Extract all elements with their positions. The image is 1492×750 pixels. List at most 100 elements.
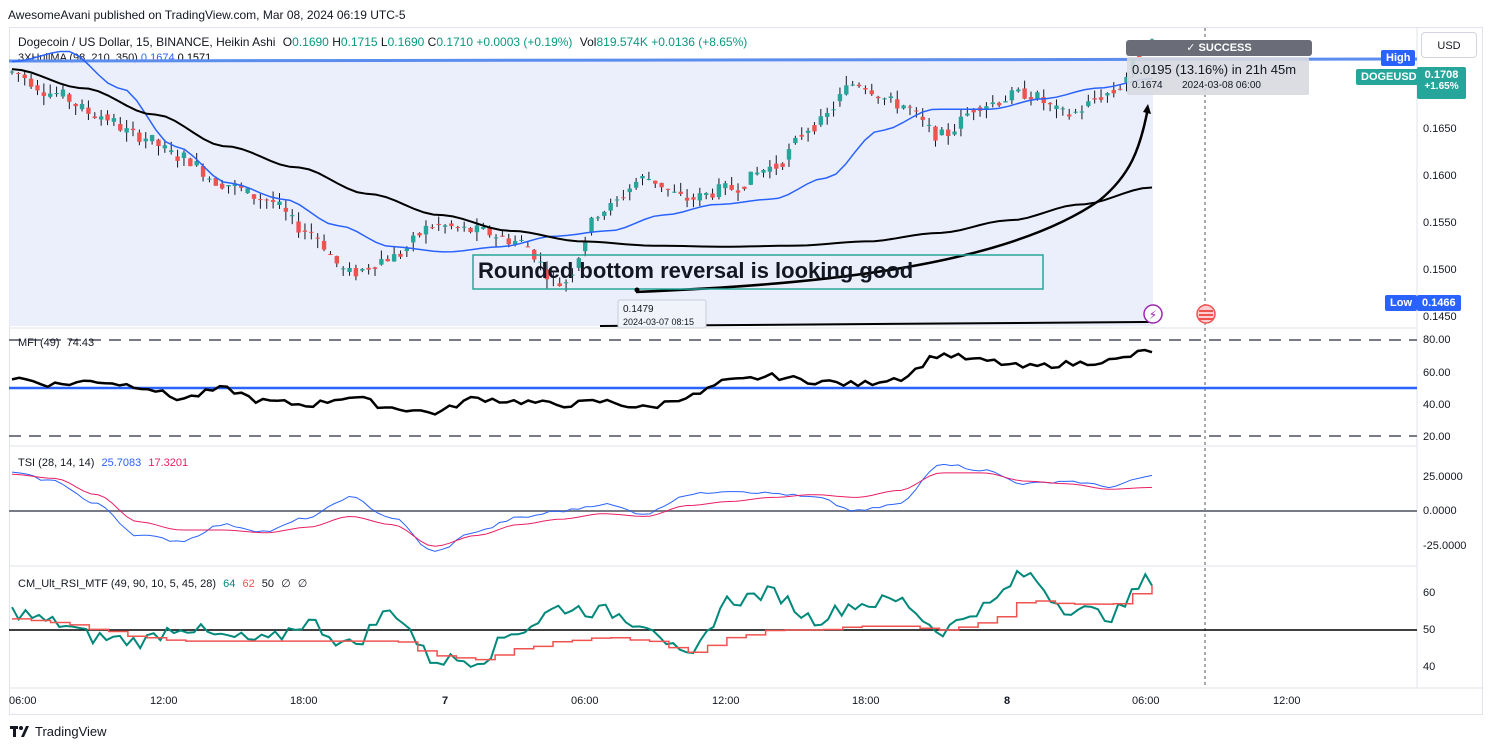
candle-up (481, 226, 486, 229)
rounded-bottom-curve[interactable] (635, 107, 1150, 294)
candle-down (417, 233, 422, 236)
candle-up (48, 93, 53, 97)
rsi-title[interactable]: CM_Ult_RSI_MTF (49, 90, 10, 5, 45, 28) (18, 578, 217, 590)
high-label-legend: H (332, 35, 341, 49)
annotation-box[interactable] (472, 254, 1044, 290)
tsi-line (11, 463, 1153, 552)
candle-up (837, 94, 843, 102)
candle-down (678, 191, 683, 194)
low-marker-price: 0.1479 (623, 304, 654, 315)
close-label-legend: C (427, 35, 437, 49)
mfi-tick: 60.00 (1423, 367, 1451, 379)
candle-down (251, 194, 257, 199)
candle-up (563, 282, 569, 284)
low-marker-time: 2024-03-07 08:15 (623, 317, 695, 327)
time-tick: 12:00 (1273, 695, 1301, 707)
low-label: Low (1385, 295, 1417, 311)
tsi-legend[interactable]: TSI (28, 14, 14) 25.7083 17.3201 (18, 457, 188, 469)
rsi-legend[interactable]: CM_Ult_RSI_MTF (49, 90, 10, 5, 45, 28) 6… (18, 577, 307, 590)
candle-up (181, 152, 187, 159)
mfi-legend[interactable]: MFI (49) 74.43 (18, 337, 94, 349)
candle-up (551, 276, 556, 278)
symbol-legend[interactable]: Dogecoin / US Dollar, 15, BINANCE, Heiki… (18, 35, 747, 49)
annotation-text[interactable]: Rounded bottom reversal is looking good (478, 258, 914, 283)
candle-up (340, 268, 346, 270)
candle-down (774, 163, 779, 169)
candle-down (684, 197, 690, 201)
mfi-title[interactable]: MFI (49) (18, 337, 60, 349)
price-tick: 0.1650 (1423, 123, 1457, 135)
candle-up (627, 188, 632, 193)
candle-up (9, 71, 15, 73)
candle-up (124, 128, 129, 133)
candle-up (614, 199, 620, 201)
symbol-name[interactable]: Dogecoin / US Dollar, 15, BINANCE, Heiki… (18, 35, 276, 49)
candle-up (207, 178, 212, 180)
candle-up (111, 118, 117, 122)
candle-down (264, 199, 269, 201)
currency-button[interactable]: USD (1421, 32, 1477, 58)
candle-up (952, 131, 957, 135)
candle-up (984, 106, 989, 110)
low-marker-tooltip (617, 299, 707, 329)
high-value-legend: 0.1715 (340, 35, 378, 49)
candle-up (723, 183, 728, 189)
candle-down (366, 267, 371, 270)
tradingview-logo-icon (10, 725, 29, 737)
candle-down (487, 227, 492, 236)
candle-down (372, 267, 378, 269)
candle-up (1003, 101, 1008, 103)
volume-value: 819.574K (596, 35, 648, 49)
price-tick: 0.1550 (1423, 217, 1457, 229)
time-tick: 06:00 (1132, 695, 1160, 707)
measure-box[interactable] (1127, 57, 1309, 95)
candle-down (875, 96, 881, 99)
candle-down (812, 125, 817, 132)
price-badge: 0.1708 +1.65% (1417, 67, 1466, 99)
candle-up (474, 225, 480, 233)
candle-down (130, 128, 136, 131)
rsi-tick: 50 (1423, 624, 1436, 636)
candle-down (213, 178, 218, 186)
mfi-line (11, 348, 1153, 416)
candle-down (86, 107, 91, 114)
candle-up (411, 235, 416, 243)
range-rectangle[interactable] (9, 60, 1153, 326)
candle-down (1047, 103, 1053, 105)
candle-up (1016, 89, 1021, 92)
candle-up (277, 201, 282, 205)
time-tick-day: 7 (442, 695, 449, 707)
candle-down (1041, 97, 1046, 104)
tsi-tick: -25.0000 (1423, 540, 1467, 552)
candle-down (914, 110, 919, 112)
hullma-fast-line (11, 50, 1153, 253)
candle-up (143, 138, 148, 142)
candle-down (22, 74, 27, 79)
mfi-tick: 20.00 (1423, 431, 1451, 443)
candle-down (1117, 88, 1123, 90)
candle-down (35, 85, 40, 91)
candle-down (780, 163, 785, 167)
low-value: 0.1466 (1417, 295, 1461, 311)
candle-down (105, 114, 110, 121)
candle-up (640, 175, 645, 179)
flag-stripe (1199, 314, 1213, 316)
tsi-title[interactable]: TSI (28, 14, 14) (18, 457, 95, 469)
candle-up (602, 211, 607, 216)
candle-up (1105, 93, 1110, 96)
candle-up (805, 130, 811, 133)
lightning-event-icon[interactable] (1143, 304, 1163, 324)
candle-up (824, 113, 830, 117)
tradingview-logo[interactable]: TradingView (10, 724, 107, 739)
tsi-tick: 25.0000 (1423, 471, 1463, 483)
time-tick: 18:00 (290, 695, 318, 707)
flag-stripe (1199, 318, 1213, 320)
candle-up (697, 193, 703, 201)
measure-price: 0.1674 (1132, 80, 1163, 91)
candle-up (1079, 111, 1085, 113)
candle-up (79, 104, 85, 110)
candle-up (493, 237, 499, 239)
candle-up (379, 259, 384, 265)
candle-down (506, 238, 511, 245)
symbol-badge: DOGEUSD (1356, 69, 1422, 85)
